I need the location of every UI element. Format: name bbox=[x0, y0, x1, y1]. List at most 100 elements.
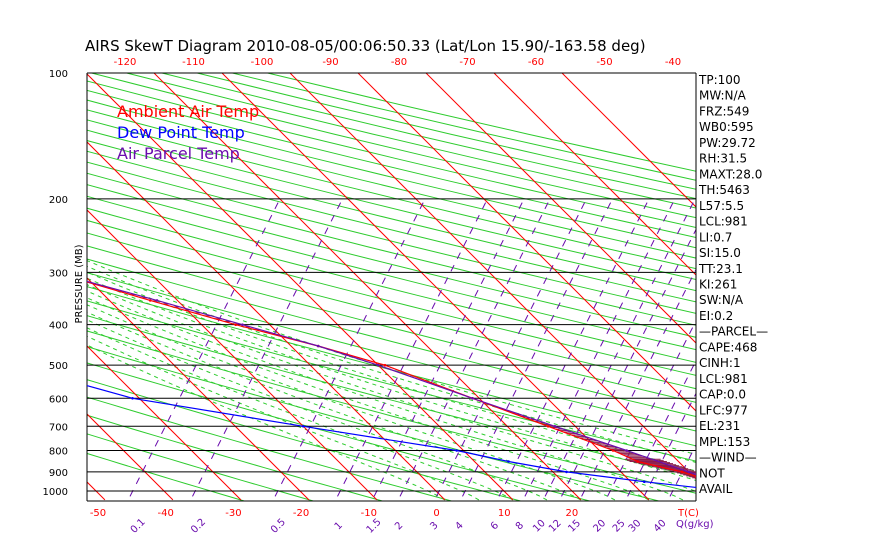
stat-line: FRZ:549 bbox=[699, 104, 749, 118]
dry-adiabat-line bbox=[87, 161, 696, 314]
mixing-ratio-line bbox=[129, 198, 281, 497]
dry-adiabat-line bbox=[87, 129, 696, 281]
moist-adiabat-line bbox=[87, 335, 480, 501]
stat-line: CINH:1 bbox=[699, 356, 741, 370]
dew-point-temp-point bbox=[131, 397, 134, 400]
pressure-tick-label: 300 bbox=[49, 268, 68, 279]
mixing-ratio-tick-label: 6 bbox=[489, 520, 501, 532]
ambient-air-temp-point bbox=[383, 363, 387, 367]
top-temp-tick-label: -60 bbox=[528, 57, 544, 68]
dew-point-temp-point bbox=[17, 364, 20, 367]
dry-adiabat-line bbox=[87, 195, 696, 351]
dry-adiabat-line bbox=[87, 207, 696, 363]
stat-line: MAXT:28.0 bbox=[699, 167, 762, 181]
mixing-ratio-tick-label: 12 bbox=[547, 518, 564, 535]
pressure-tick-label: 700 bbox=[49, 422, 68, 433]
isotherm-line bbox=[87, 413, 174, 501]
air-parcel-temp-point bbox=[471, 397, 474, 400]
mixing-ratio-tick-label: 0.5 bbox=[269, 517, 288, 536]
dry-adiabat-line bbox=[87, 245, 696, 403]
dry-adiabat-line bbox=[87, 150, 696, 303]
mixing-ratio-tick-label: 8 bbox=[514, 520, 526, 532]
isotherm-line bbox=[357, 73, 696, 412]
air-parcel-temp-point bbox=[316, 344, 320, 348]
top-temp-tick-label: -110 bbox=[182, 57, 205, 68]
moist-adiabat-line bbox=[87, 284, 696, 492]
dry-adiabat-line bbox=[87, 258, 696, 418]
dew-point-temp-point bbox=[507, 460, 510, 463]
stat-line: TH:5463 bbox=[698, 183, 750, 197]
air-parcel-temp-point bbox=[741, 490, 744, 493]
top-temp-tick-label: -90 bbox=[322, 57, 338, 68]
isotherm-line bbox=[289, 73, 696, 480]
top-temp-tick-label: -120 bbox=[114, 57, 137, 68]
dry-adiabat-line bbox=[87, 99, 696, 249]
stat-line: LI:0.7 bbox=[699, 230, 732, 244]
stat-line: AVAIL bbox=[699, 482, 733, 496]
top-temp-tick-label: -50 bbox=[596, 57, 612, 68]
mixing-ratio-unit-label: Q(g/kg) bbox=[676, 519, 714, 530]
moist-adiabat-line bbox=[87, 290, 684, 501]
dry-adiabat-line bbox=[87, 184, 696, 338]
stat-line: RH:31.5 bbox=[699, 152, 747, 166]
air-parcel-temp-line bbox=[87, 280, 696, 476]
isotherm-line bbox=[425, 73, 696, 344]
top-temp-tick-label: -70 bbox=[459, 57, 475, 68]
top-temp-tick-label: -40 bbox=[665, 57, 681, 68]
mixing-ratio-tick-label: 40 bbox=[652, 518, 669, 535]
bottom-temp-tick-label: -50 bbox=[90, 508, 106, 519]
stat-line: SW:N/A bbox=[699, 293, 744, 307]
mixing-ratio-tick-label: 15 bbox=[566, 518, 583, 535]
dry-adiabat-line bbox=[87, 172, 696, 326]
bottom-temp-tick-label: -10 bbox=[361, 508, 377, 519]
stat-line: CAPE:468 bbox=[699, 340, 757, 354]
dew-point-temp-point bbox=[302, 425, 305, 428]
stat-line: EL:231 bbox=[699, 419, 740, 433]
mixing-ratio-tick-label: 10 bbox=[531, 518, 548, 535]
pressure-tick-label: 600 bbox=[49, 394, 68, 405]
mixing-ratio-tick-label: 30 bbox=[627, 518, 644, 535]
stat-line: EI:0.2 bbox=[699, 309, 733, 323]
dry-adiabat-line bbox=[87, 272, 696, 432]
air-parcel-temp-point bbox=[241, 323, 244, 327]
air-parcel-temp-point bbox=[376, 363, 380, 367]
mixing-ratio-line bbox=[524, 198, 676, 497]
dew-point-temp-point bbox=[643, 480, 646, 484]
moist-adiabat-line bbox=[87, 297, 650, 501]
bottom-temp-tick-label: -30 bbox=[225, 508, 241, 519]
pressure-tick-label: 400 bbox=[49, 321, 68, 332]
stat-line: NOT bbox=[699, 466, 725, 480]
stat-line: SI:15.0 bbox=[699, 246, 741, 260]
stat-line: MW:N/A bbox=[699, 89, 747, 103]
bottom-temp-unit-label: T(C) bbox=[677, 508, 699, 519]
isotherm-line bbox=[221, 73, 650, 501]
dry-adiabat-line bbox=[87, 286, 696, 447]
ambient-air-temp-point bbox=[148, 299, 152, 302]
stat-line: TT:23.1 bbox=[698, 262, 743, 276]
mixing-ratio-tick-label: 1.5 bbox=[365, 517, 384, 536]
top-temp-tick-label: -100 bbox=[251, 57, 274, 68]
top-temp-tick-label: -80 bbox=[391, 57, 407, 68]
ambient-air-temp-point bbox=[611, 449, 615, 452]
stat-line: KI:261 bbox=[699, 277, 737, 291]
dry-adiabat-line bbox=[267, 73, 696, 172]
mixing-ratio-tick-label: 4 bbox=[453, 520, 465, 532]
isotherm-line bbox=[493, 73, 696, 276]
moist-adiabat-line bbox=[87, 344, 446, 501]
bottom-temp-tick-label: -40 bbox=[158, 508, 174, 519]
stat-line: WB0:595 bbox=[699, 120, 754, 134]
mixing-ratio-tick-label: 2 bbox=[393, 520, 405, 532]
stat-line: LCL:981 bbox=[699, 372, 748, 386]
bottom-temp-tick-label: 20 bbox=[566, 508, 579, 519]
dry-adiabat-line bbox=[87, 109, 696, 259]
stat-line: MPL:153 bbox=[699, 435, 750, 449]
dew-point-temp-point bbox=[565, 470, 568, 474]
mixing-ratio-tick-label: 20 bbox=[591, 518, 608, 535]
stat-line: —PARCEL— bbox=[699, 325, 768, 339]
mixing-ratio-tick-label: 25 bbox=[611, 518, 628, 535]
dew-point-temp-point bbox=[75, 381, 78, 384]
air-parcel-temp-point bbox=[625, 449, 628, 452]
stat-line: LFC:977 bbox=[699, 403, 748, 417]
dew-point-temp-point bbox=[455, 449, 459, 452]
